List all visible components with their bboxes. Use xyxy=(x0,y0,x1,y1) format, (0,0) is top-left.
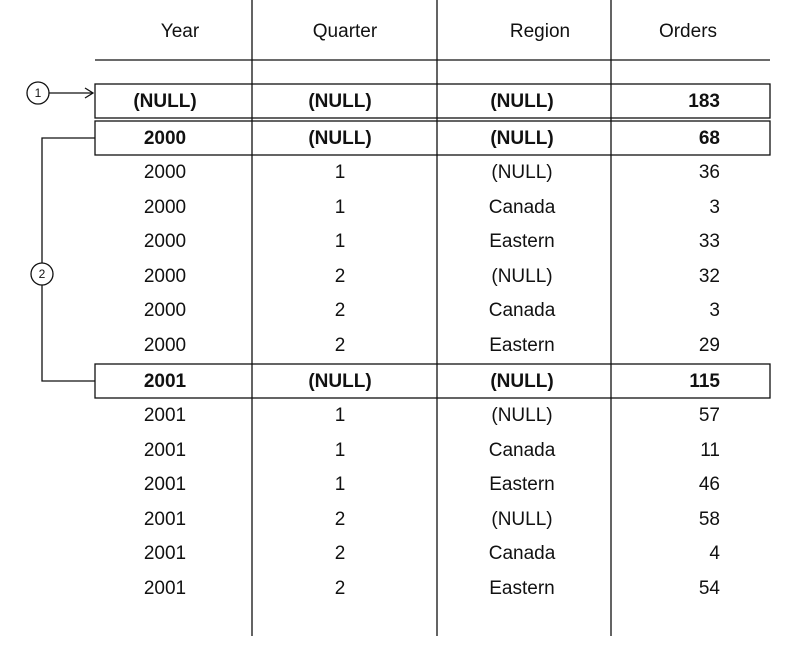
table-cell: 2 xyxy=(335,300,346,321)
table-cell: 3 xyxy=(709,197,720,218)
table-cell: 2000 xyxy=(144,266,186,287)
table-cell: 4 xyxy=(709,543,720,564)
table-cell: 115 xyxy=(689,371,720,392)
row-highlight-box xyxy=(94,120,771,156)
table-cell: (NULL) xyxy=(490,371,553,392)
table-cell: 2000 xyxy=(144,128,186,149)
column-header: Quarter xyxy=(313,21,378,42)
table-cell: 2000 xyxy=(144,300,186,321)
callout-circle xyxy=(30,262,54,286)
table-cell: 68 xyxy=(699,128,720,149)
column-header: Orders xyxy=(659,21,717,42)
table-cell: 1 xyxy=(335,405,346,426)
table-cell: Canada xyxy=(489,543,556,564)
table-cell: 183 xyxy=(688,91,720,112)
table-cell: 2001 xyxy=(144,371,187,392)
table-cell: Eastern xyxy=(489,578,554,599)
table-cell: 2 xyxy=(335,335,346,356)
table-cell: 46 xyxy=(699,474,720,495)
table-cell: 32 xyxy=(699,266,720,287)
table-cell: 2000 xyxy=(144,231,186,252)
row-highlight-box xyxy=(94,83,771,119)
table-cell: (NULL) xyxy=(491,266,552,287)
table-cell: Eastern xyxy=(489,474,554,495)
table-cell: 3 xyxy=(709,300,720,321)
table-cell: (NULL) xyxy=(491,509,552,530)
table-cell: 29 xyxy=(699,335,720,356)
table-cell: 58 xyxy=(699,509,720,530)
column-header: Year xyxy=(161,21,200,42)
table-cell: (NULL) xyxy=(490,128,553,149)
table-cell: 2 xyxy=(335,266,346,287)
table-cell: 2000 xyxy=(144,197,186,218)
callout-label: 1 xyxy=(35,86,42,100)
table-cell: Canada xyxy=(489,440,556,461)
callout-label: 2 xyxy=(39,267,46,281)
table-cell: 11 xyxy=(700,440,720,461)
table-cell: 1 xyxy=(335,197,346,218)
column-header: Region xyxy=(510,21,570,42)
table-cell: (NULL) xyxy=(490,91,553,112)
table-cell: (NULL) xyxy=(491,405,552,426)
table-cell: 1 xyxy=(335,440,346,461)
table-cell: 2000 xyxy=(144,162,186,183)
table-cell: 2 xyxy=(335,543,346,564)
table-cell: 1 xyxy=(335,162,346,183)
table-cell: 33 xyxy=(699,231,720,252)
table-cell: 2001 xyxy=(144,509,186,530)
table-cell: 57 xyxy=(699,405,720,426)
table-cell: 54 xyxy=(699,578,721,599)
table-cell: (NULL) xyxy=(491,162,552,183)
row-highlight-box xyxy=(94,363,771,399)
table-cell: 2001 xyxy=(144,578,186,599)
table-cell: Canada xyxy=(489,300,556,321)
table-cell: 1 xyxy=(335,231,346,252)
table-cell: (NULL) xyxy=(308,91,371,112)
table-cell: (NULL) xyxy=(133,91,196,112)
table-cell: 1 xyxy=(335,474,346,495)
table-cell: 2001 xyxy=(144,543,186,564)
table-cell: 2001 xyxy=(144,474,186,495)
table-cell: (NULL) xyxy=(308,128,371,149)
table-cell: 2001 xyxy=(144,440,186,461)
table-cell: Eastern xyxy=(489,231,554,252)
table-cell: 2001 xyxy=(144,405,186,426)
callout-arrowhead xyxy=(84,87,95,99)
table-cell: 2 xyxy=(335,578,346,599)
table-cell: 2 xyxy=(335,509,346,530)
table-cell: Eastern xyxy=(489,335,554,356)
table-cell: 36 xyxy=(699,162,720,183)
table-cell: Canada xyxy=(489,197,556,218)
table-cell: (NULL) xyxy=(308,371,371,392)
table-cell: 2000 xyxy=(144,335,186,356)
callout-bracket xyxy=(41,137,95,382)
